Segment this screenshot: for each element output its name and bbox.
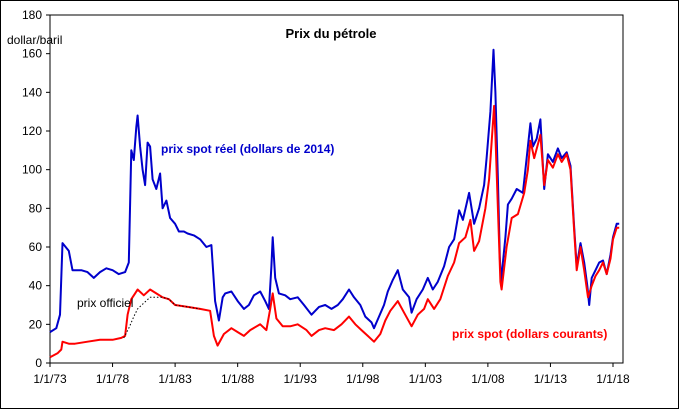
x-tick-label: 1/1/18: [596, 372, 630, 386]
spot-price-series-line: [49, 104, 620, 359]
annotation-official-price: prix officiel: [77, 296, 133, 310]
y-axis: 0 20 40 60 80 100 120 140 160 180: [22, 8, 50, 370]
y-tick-label: 120: [22, 124, 42, 138]
x-tick-label: 1/1/08: [471, 372, 505, 386]
x-axis: 1/1/73 1/1/78 1/1/83 1/1/88 1/1/93 1/1/98 1/1/…: [33, 363, 630, 386]
x-tick-label: 1/1/13: [534, 372, 568, 386]
x-tick-label: 1/1/03: [409, 372, 443, 386]
official-price-series-line: [123, 296, 201, 339]
y-tick-label: 180: [22, 8, 42, 22]
x-tick-label: 1/1/83: [158, 372, 192, 386]
y-tick-label: 60: [29, 240, 43, 254]
plot-area: [49, 14, 624, 364]
y-tick-label: 0: [35, 356, 42, 370]
y-tick-label: 40: [29, 279, 43, 293]
series-layer: [49, 48, 620, 359]
annotation-spot-price: prix spot (dollars courants): [452, 327, 607, 341]
x-tick-label: 1/1/78: [96, 372, 130, 386]
x-tick-label: 1/1/93: [284, 372, 318, 386]
y-tick-label: 140: [22, 85, 42, 99]
y-axis-label: dollar/baril: [7, 33, 62, 47]
y-tick-label: 160: [22, 47, 42, 61]
annotation-real-price: prix spot réel (dollars de 2014): [161, 142, 334, 156]
x-tick-label: 1/1/73: [33, 372, 67, 386]
chart-title: Prix du pétrole: [285, 26, 376, 41]
y-tick-label: 20: [29, 317, 43, 331]
y-tick-label: 80: [29, 201, 43, 215]
y-tick-label: 100: [22, 163, 42, 177]
x-tick-label: 1/1/88: [221, 372, 255, 386]
x-tick-label: 1/1/98: [346, 372, 380, 386]
